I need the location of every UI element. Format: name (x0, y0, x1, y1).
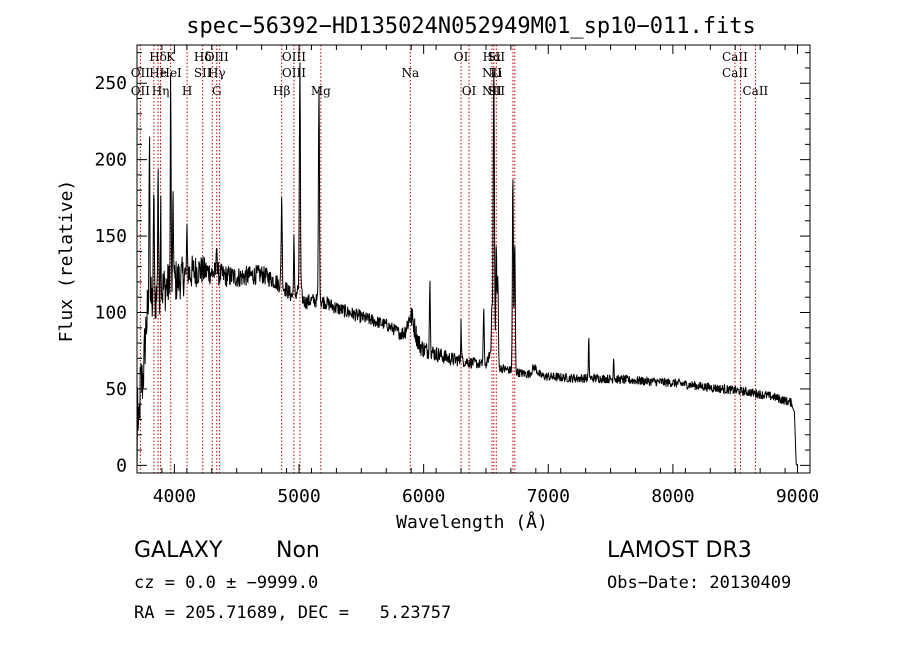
axis-ticks: 4000 5000 6000 7000 8000 9000 0 50 100 150 200 250 (94, 45, 819, 507)
y-tick-label: 200 (94, 150, 127, 171)
line-label: OIII (282, 66, 306, 80)
object-subclass: Non (276, 538, 320, 563)
line-label: Li (490, 66, 502, 80)
line-label: OII (131, 66, 151, 80)
x-axis-label: Wavelength (Å) (396, 511, 548, 533)
object-class: GALAXY (134, 538, 223, 563)
x-tick-label: 8000 (651, 486, 694, 507)
line-label: K (166, 50, 176, 64)
observation-date: Obs−Date: 20130409 (607, 573, 792, 593)
line-label: NII (482, 84, 502, 98)
y-tick-label: 250 (94, 73, 127, 94)
line-label: CaII (722, 66, 748, 80)
line-label: Hβ (273, 84, 290, 98)
line-label: SII (487, 50, 505, 64)
survey-name: LAMOST DR3 (607, 538, 752, 563)
plot-frame (136, 44, 811, 474)
chart-title: spec−56392−HD135024N052949M01_sp10−011.f… (186, 14, 756, 39)
y-tick-label: 100 (94, 303, 127, 324)
y-tick-label: 0 (116, 455, 127, 476)
x-tick-label: 5000 (277, 486, 320, 507)
line-label: Mg (311, 84, 331, 98)
line-label: OIII (205, 50, 229, 64)
line-label: HeI (159, 66, 182, 80)
line-label: CaII (742, 84, 768, 98)
line-label: OIII (282, 50, 306, 64)
line-label: Hη (152, 84, 170, 98)
line-label: G (212, 84, 222, 98)
line-label: He (149, 66, 167, 80)
line-label: Hδ (194, 50, 212, 64)
line-label: NII (482, 66, 502, 80)
redshift-info: cz = 0.0 ± −9999.0 (134, 573, 319, 593)
x-tick-label: 4000 (153, 486, 196, 507)
coordinates-info: RA = 205.71689, DEC = 5.23757 (134, 603, 452, 623)
line-label: Hγ (208, 66, 226, 80)
line-label: OI (462, 84, 477, 98)
line-label: Na (401, 66, 419, 80)
x-tick-label: 9000 (776, 486, 819, 507)
line-label: H (182, 84, 192, 98)
y-axis-label: Flux (relative) (56, 180, 77, 343)
line-label: Hδ (149, 50, 167, 64)
y-tick-label: 50 (105, 379, 127, 400)
line-label: OI (454, 50, 469, 64)
line-label: SII (487, 84, 505, 98)
line-label: SII (194, 66, 212, 80)
x-tick-label: 7000 (527, 486, 570, 507)
x-tick-label: 6000 (402, 486, 445, 507)
y-tick-label: 150 (94, 226, 127, 247)
line-label: OII (131, 84, 151, 98)
line-label: CaII (722, 50, 748, 64)
spectrum-line (136, 62, 797, 466)
